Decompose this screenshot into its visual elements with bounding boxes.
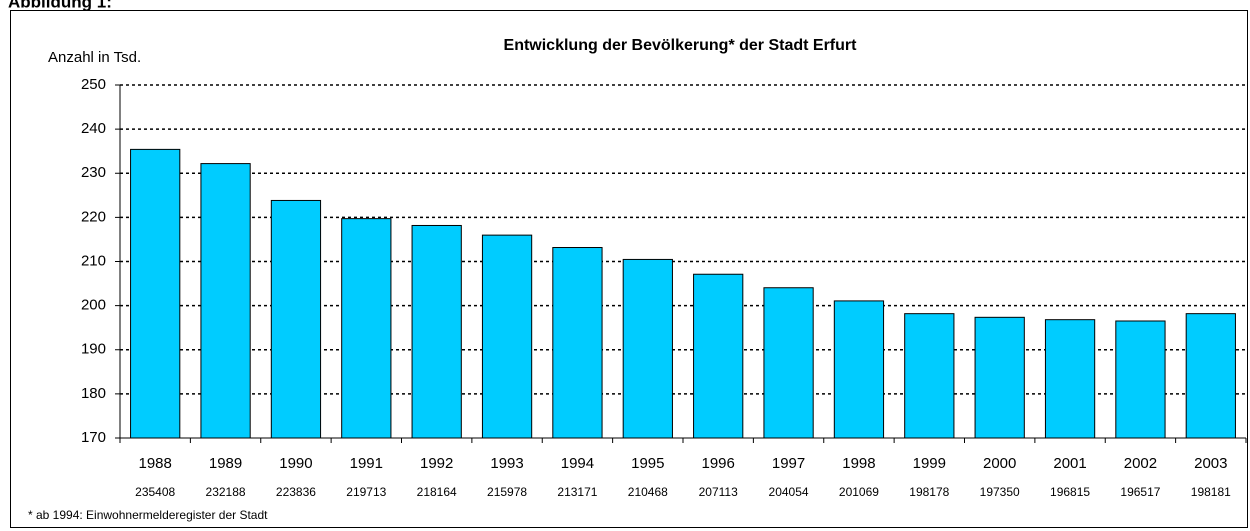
x-tick-label: 1991 [350,455,383,472]
x-tick-label: 1990 [279,455,312,472]
bar [833,300,885,439]
x-tick-label: 1996 [702,455,735,472]
x-tick-label: 1999 [913,455,946,472]
bar [974,316,1025,439]
y-tick-label: 230 [81,164,106,181]
y-tick-label: 240 [81,120,106,137]
y-tick-label: 250 [81,76,106,93]
x-tick-label: 1994 [561,455,594,472]
bar [481,234,533,439]
value-label: 213171 [557,485,597,499]
value-label: 235408 [135,485,175,499]
bar [1185,313,1236,439]
bar [622,258,673,439]
bar [693,273,744,439]
header: Abbildung 1: [8,0,112,11]
value-label: 207113 [699,485,738,499]
value-label: 198178 [909,485,949,499]
value-label: 204054 [769,485,809,499]
y-tick-label: 180 [81,385,106,402]
value-label: 201069 [839,485,879,499]
x-tick-label: 1989 [209,455,242,472]
bar [200,163,251,439]
y-tick-label: 210 [81,252,106,269]
y-tick-label: 220 [81,208,106,225]
y-tick-label: 190 [81,341,106,358]
value-label: 196517 [1120,485,1160,499]
x-tick-label: 2000 [983,455,1016,472]
bar [763,287,814,439]
value-label: 219713 [346,485,386,499]
x-tick-label: 1993 [490,455,523,472]
bar [1115,320,1166,439]
bar [1044,319,1096,439]
bar [270,199,322,439]
value-label: 197350 [980,485,1020,499]
value-label: 215978 [487,485,527,499]
value-label: 218164 [417,485,457,499]
bar [341,218,392,439]
x-tick-label: 2001 [1053,455,1086,472]
bar [904,313,955,439]
frame [10,10,1248,528]
bar [411,224,462,439]
chart-title: Entwicklung der Bevölkerung* der Stadt E… [504,37,858,54]
bar [130,148,181,439]
footnote: * ab 1994: Einwohnermelderegister der St… [28,508,268,522]
y-tick-label: 170 [81,429,106,446]
x-tick-label: 1998 [842,455,875,472]
value-label: 223836 [276,485,316,499]
x-tick-label: 1992 [420,455,453,472]
value-label: 198181 [1191,485,1231,499]
value-label: 232188 [206,485,246,499]
x-tick-label: 1997 [772,455,805,472]
value-label: 210468 [628,485,668,499]
value-label: 196815 [1050,485,1090,499]
x-tick-label: 2003 [1194,455,1227,472]
x-tick-label: 1988 [139,455,172,472]
y-tick-label: 200 [81,297,106,314]
x-tick-label: 1995 [631,455,664,472]
bar [552,247,603,439]
x-tick-label: 2002 [1124,455,1157,472]
y-axis-label: Anzahl in Tsd. [48,49,141,66]
